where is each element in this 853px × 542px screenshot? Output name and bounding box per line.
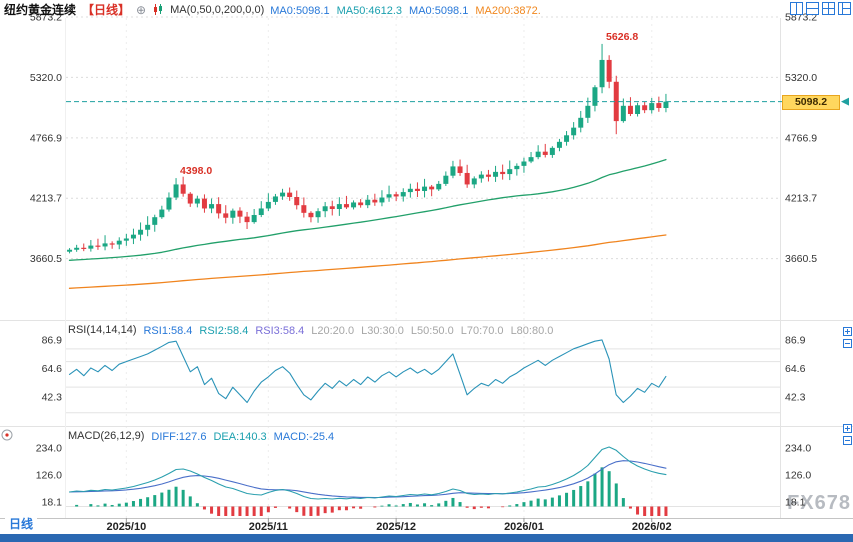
indicator-value: DIFF:127.6 (151, 430, 207, 443)
svg-text:18.1: 18.1 (42, 496, 63, 508)
add-compare-icon[interactable]: ⊕ (136, 2, 147, 17)
svg-text:5320.0: 5320.0 (30, 72, 62, 84)
rsi-values-row: RSI1:58.4 RSI2:58.4 RSI3:58.4 L20:20.0 L30:3… (143, 321, 560, 339)
main-chart-header: 纽约黄金连续 【日线】 ⊕ MA(0,50,0,200,0,0) MA0:509… (4, 1, 548, 18)
svg-text:42.3: 42.3 (785, 392, 806, 404)
svg-text:64.6: 64.6 (42, 363, 63, 375)
panel-close-icon[interactable] (843, 436, 852, 445)
period-tag: 【日线】 (82, 3, 131, 17)
tab-daily[interactable]: 日线 (5, 515, 38, 532)
svg-text:5873.2: 5873.2 (30, 12, 62, 24)
svg-text:4213.7: 4213.7 (30, 193, 62, 205)
indicator-value: MA0:5098.1 (409, 4, 469, 17)
indicator-value: L80:80.0 (510, 324, 554, 337)
svg-text:2026/02: 2026/02 (632, 521, 672, 533)
svg-text:4766.9: 4766.9 (785, 132, 817, 144)
indicator-value: MA0:5098.1 (270, 4, 330, 17)
layout-icons-group (790, 2, 851, 15)
svg-text:4213.7: 4213.7 (785, 193, 817, 205)
svg-text:3660.5: 3660.5 (785, 253, 817, 265)
svg-text:126.0: 126.0 (785, 470, 811, 482)
svg-text:3660.5: 3660.5 (30, 253, 62, 265)
layout-grid-icon[interactable] (822, 2, 835, 15)
svg-text:234.0: 234.0 (36, 443, 62, 455)
current-price-tag: 5098.2 (782, 95, 840, 110)
svg-text:4398.0: 4398.0 (180, 165, 212, 177)
layout-split-horizontal-icon[interactable] (806, 2, 819, 15)
macd-panel-buttons (843, 424, 852, 445)
macd-values-row: DIFF:127.6 DEA:140.3 MACD:-25.4 (151, 427, 341, 445)
svg-text:4766.9: 4766.9 (30, 132, 62, 144)
indicator-value: L20:20.0 (311, 324, 355, 337)
panel-zoom-icon[interactable] (843, 327, 852, 336)
svg-text:2025/12: 2025/12 (376, 521, 416, 533)
indicator-value: L50:50.0 (410, 324, 454, 337)
bottom-bar (0, 534, 853, 542)
indicator-value: L70:70.0 (460, 324, 504, 337)
watermark: FX678 (787, 492, 851, 514)
indicator-value: MA50:4612.3 (336, 4, 403, 17)
indicator-value: MACD:-25.4 (273, 430, 335, 443)
rsi-settings-label: RSI(14,14,14) (68, 323, 137, 336)
svg-text:234.0: 234.0 (785, 443, 811, 455)
indicator-value: L30:30.0 (361, 324, 404, 337)
svg-text:2025/10: 2025/10 (106, 521, 146, 533)
chart-style-icon[interactable] (152, 3, 164, 16)
svg-text:18.1: 18.1 (785, 496, 806, 508)
svg-text:64.6: 64.6 (785, 363, 806, 375)
svg-text:126.0: 126.0 (36, 470, 62, 482)
ma-values-row: MA0:5098.1 MA50:4612.3 MA0:5098.1 MA200:387… (270, 1, 548, 19)
svg-text:42.3: 42.3 (42, 392, 63, 404)
ma-settings-label: MA(0,50,0,200,0,0) (170, 3, 265, 16)
crosshair-tool-icon[interactable] (1, 428, 13, 446)
svg-text:5626.8: 5626.8 (606, 31, 638, 43)
indicator-value: MA200:3872. (475, 4, 541, 17)
layout-single-icon[interactable] (790, 2, 803, 15)
rsi-header: RSI(14,14,14) RSI1:58.4 RSI2:58.4 RSI3:58.… (68, 321, 560, 339)
indicator-value: DEA:140.3 (213, 430, 267, 443)
svg-text:86.9: 86.9 (785, 335, 806, 347)
instrument-title: 纽约黄金连续 (4, 3, 77, 17)
panel-close-icon[interactable] (843, 339, 852, 348)
indicator-value: RSI3:58.4 (255, 324, 305, 337)
svg-text:2025/11: 2025/11 (249, 521, 288, 533)
panel-zoom-icon[interactable] (843, 424, 852, 433)
svg-text:2026/01: 2026/01 (504, 521, 544, 533)
indicator-value: RSI1:58.4 (143, 324, 193, 337)
layout-split-custom-icon[interactable] (838, 2, 851, 15)
macd-header: MACD(26,12,9) DIFF:127.6 DEA:140.3 MACD:-2… (68, 427, 341, 445)
macd-settings-label: MACD(26,12,9) (68, 429, 145, 442)
svg-text:5320.0: 5320.0 (785, 72, 817, 84)
rsi-panel-buttons (843, 327, 852, 348)
indicator-value: RSI2:58.4 (199, 324, 249, 337)
svg-text:86.9: 86.9 (42, 335, 63, 347)
